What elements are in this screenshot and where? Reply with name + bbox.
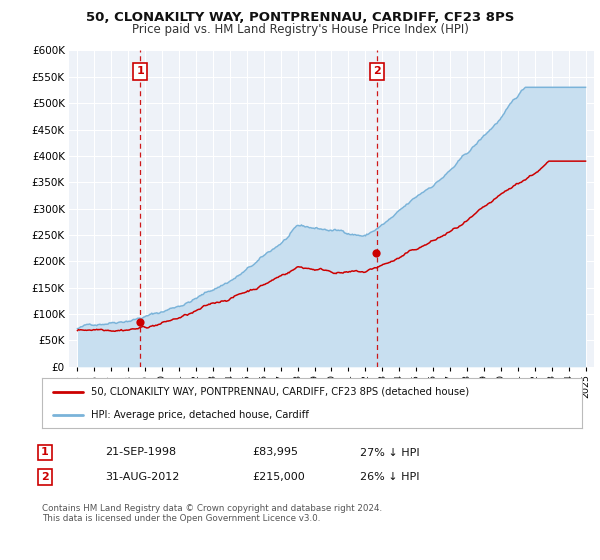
- Text: Contains HM Land Registry data © Crown copyright and database right 2024.: Contains HM Land Registry data © Crown c…: [42, 504, 382, 513]
- Text: 1: 1: [41, 447, 49, 458]
- Text: 1: 1: [137, 67, 145, 77]
- Text: 21-SEP-1998: 21-SEP-1998: [105, 447, 176, 458]
- Text: 26% ↓ HPI: 26% ↓ HPI: [360, 472, 419, 482]
- Text: Price paid vs. HM Land Registry's House Price Index (HPI): Price paid vs. HM Land Registry's House …: [131, 23, 469, 36]
- Point: [136, 318, 145, 327]
- Text: £83,995: £83,995: [252, 447, 298, 458]
- Text: 50, CLONAKILTY WAY, PONTPRENNAU, CARDIFF, CF23 8PS (detached house): 50, CLONAKILTY WAY, PONTPRENNAU, CARDIFF…: [91, 386, 469, 396]
- Text: 2: 2: [41, 472, 49, 482]
- Text: 50, CLONAKILTY WAY, PONTPRENNAU, CARDIFF, CF23 8PS: 50, CLONAKILTY WAY, PONTPRENNAU, CARDIFF…: [86, 11, 514, 24]
- Point: [372, 249, 382, 258]
- Text: 27% ↓ HPI: 27% ↓ HPI: [360, 447, 419, 458]
- Text: 2: 2: [373, 67, 380, 77]
- Text: £215,000: £215,000: [252, 472, 305, 482]
- Text: HPI: Average price, detached house, Cardiff: HPI: Average price, detached house, Card…: [91, 410, 308, 420]
- Text: This data is licensed under the Open Government Licence v3.0.: This data is licensed under the Open Gov…: [42, 514, 320, 523]
- Text: 31-AUG-2012: 31-AUG-2012: [105, 472, 179, 482]
